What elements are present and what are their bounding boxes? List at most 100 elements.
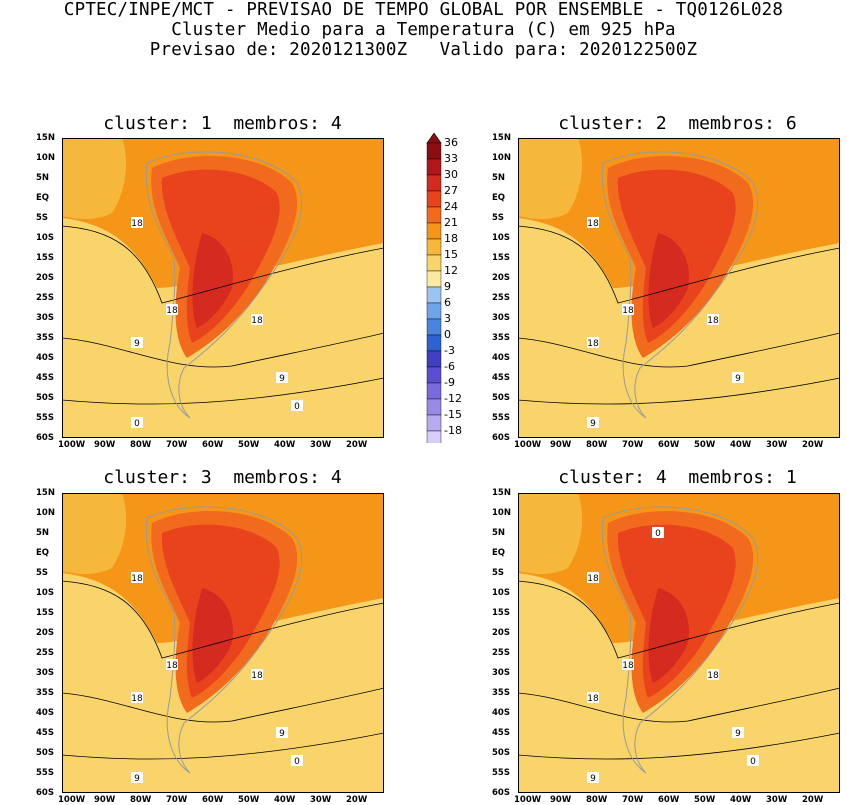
lat-tick-label: 60S	[36, 433, 54, 443]
lon-tick-label: 100W	[58, 795, 86, 805]
lon-tick-label: 40W	[274, 440, 296, 450]
colorbar-label: -15	[444, 408, 462, 421]
contour-label: 18	[587, 217, 599, 229]
contour-line	[62, 580, 384, 659]
contour-line	[62, 332, 384, 368]
svg-text:18: 18	[131, 219, 143, 229]
lat-tick-label: 60S	[492, 788, 510, 798]
svg-text:9: 9	[134, 339, 140, 349]
lat-tick-label: 25S	[492, 648, 510, 658]
contour-label: 0	[291, 400, 303, 412]
lat-tick-label: 5S	[492, 568, 505, 578]
lat-tick-label: 50S	[36, 748, 54, 758]
svg-text:9: 9	[590, 774, 596, 784]
colorbar-label: 0	[444, 328, 451, 341]
svg-text:18: 18	[707, 671, 719, 681]
coastline	[601, 151, 759, 419]
lat-tick-label: 20S	[492, 628, 510, 638]
colorbar-segment	[426, 334, 442, 352]
contour-line	[518, 377, 840, 405]
lat-tick-label: 40S	[492, 353, 510, 363]
lat-tick-label: 35S	[492, 333, 510, 343]
colorbar-segment	[426, 318, 442, 336]
lat-tick-label: 50S	[36, 393, 54, 403]
lat-tick-label: 50S	[492, 748, 510, 758]
lat-tick-label: 15N	[36, 488, 55, 498]
lon-tick-label: 40W	[730, 440, 752, 450]
lon-tick-label: 60W	[202, 440, 224, 450]
lat-tick-label: 15N	[36, 133, 55, 143]
lat-tick-label: 45S	[492, 373, 510, 383]
svg-text:0: 0	[294, 402, 300, 412]
contour-line	[62, 377, 384, 405]
svg-text:18: 18	[587, 339, 599, 349]
lat-tick-label: 55S	[36, 768, 54, 778]
lon-tick-label: 80W	[130, 795, 152, 805]
contour-label: 9	[131, 337, 143, 349]
map-border	[518, 138, 840, 438]
colorbar-label: -6	[444, 360, 455, 373]
continent-heat-region	[648, 233, 689, 328]
svg-text:9: 9	[735, 374, 741, 384]
lat-tick-label: 25S	[36, 648, 54, 658]
svg-text:9: 9	[134, 774, 140, 784]
lat-tick-label: 5S	[36, 213, 49, 223]
colorbar-label: 30	[444, 168, 458, 181]
title-line-1: CPTEC/INPE/MCT - PREVISAO DE TEMPO GLOBA…	[63, 0, 784, 20]
contour-label: 18	[251, 314, 263, 326]
lat-tick-label: EQ	[492, 548, 506, 558]
panel-title-cluster-4: cluster: 4 membros: 1	[558, 467, 797, 488]
contour-line	[62, 225, 384, 304]
colorbar-label: 12	[444, 264, 458, 277]
map-panel-cluster-4: 18 18 18 18 9 9 0 0	[518, 493, 840, 793]
colorbar-segment	[426, 238, 442, 256]
colorbar-segment	[426, 254, 442, 272]
contour-label: 18	[166, 659, 178, 671]
colorbar-segment	[426, 382, 442, 400]
colorbar-segment	[426, 222, 442, 240]
lat-tick-label: 10N	[492, 508, 511, 518]
lat-tick-label: 40S	[492, 708, 510, 718]
lat-tick-label: 55S	[36, 413, 54, 423]
lat-tick-label: 30S	[36, 313, 54, 323]
map-border	[518, 493, 840, 793]
lon-tick-label: 60W	[658, 440, 680, 450]
coastline	[145, 506, 303, 774]
colorbar-segment	[426, 206, 442, 224]
lon-tick-label: 20W	[346, 440, 368, 450]
temperature-map-svg: 18 18 18 18 9 9 0	[62, 493, 384, 793]
colorbar-segment	[426, 158, 442, 176]
lon-tick-label: 50W	[238, 795, 260, 805]
contour-label: 9	[587, 772, 599, 784]
temperature-map-svg: 18 18 18 9 9 0 0	[62, 138, 384, 438]
svg-text:18: 18	[622, 661, 634, 671]
lat-tick-label: 5S	[36, 568, 49, 578]
lat-tick-label: 55S	[492, 413, 510, 423]
lat-tick-label: 30S	[492, 313, 510, 323]
lat-tick-label: 5N	[492, 173, 506, 183]
lon-tick-label: 40W	[274, 795, 296, 805]
title-line-2: Cluster Medio para a Temperatura (C) em …	[171, 20, 676, 40]
contour-label: 18	[587, 337, 599, 349]
lat-tick-label: 10N	[36, 153, 55, 163]
continent-heat-region	[648, 588, 689, 683]
colorbar-label: -12	[444, 392, 462, 405]
lat-tick-label: 10S	[492, 588, 510, 598]
svg-text:18: 18	[587, 219, 599, 229]
panel-title-cluster-1: cluster: 1 membros: 4	[103, 113, 342, 134]
lat-tick-label: EQ	[492, 193, 506, 203]
svg-text:9: 9	[279, 729, 285, 739]
lat-tick-label: 15N	[492, 133, 511, 143]
lon-tick-label: 60W	[202, 795, 224, 805]
lon-tick-label: 60W	[658, 795, 680, 805]
lon-tick-label: 50W	[238, 440, 260, 450]
lon-tick-label: 20W	[802, 795, 824, 805]
colorbar-segment	[426, 414, 442, 432]
lat-tick-label: 15S	[492, 608, 510, 618]
lon-tick-label: 90W	[94, 795, 116, 805]
lon-tick-label: 80W	[130, 440, 152, 450]
colorbar-segment	[426, 190, 442, 208]
colorbar-label: 15	[444, 248, 458, 261]
contour-line	[62, 732, 384, 760]
figure-title: CPTEC/INPE/MCT - PREVISAO DE TEMPO GLOBA…	[0, 0, 847, 60]
